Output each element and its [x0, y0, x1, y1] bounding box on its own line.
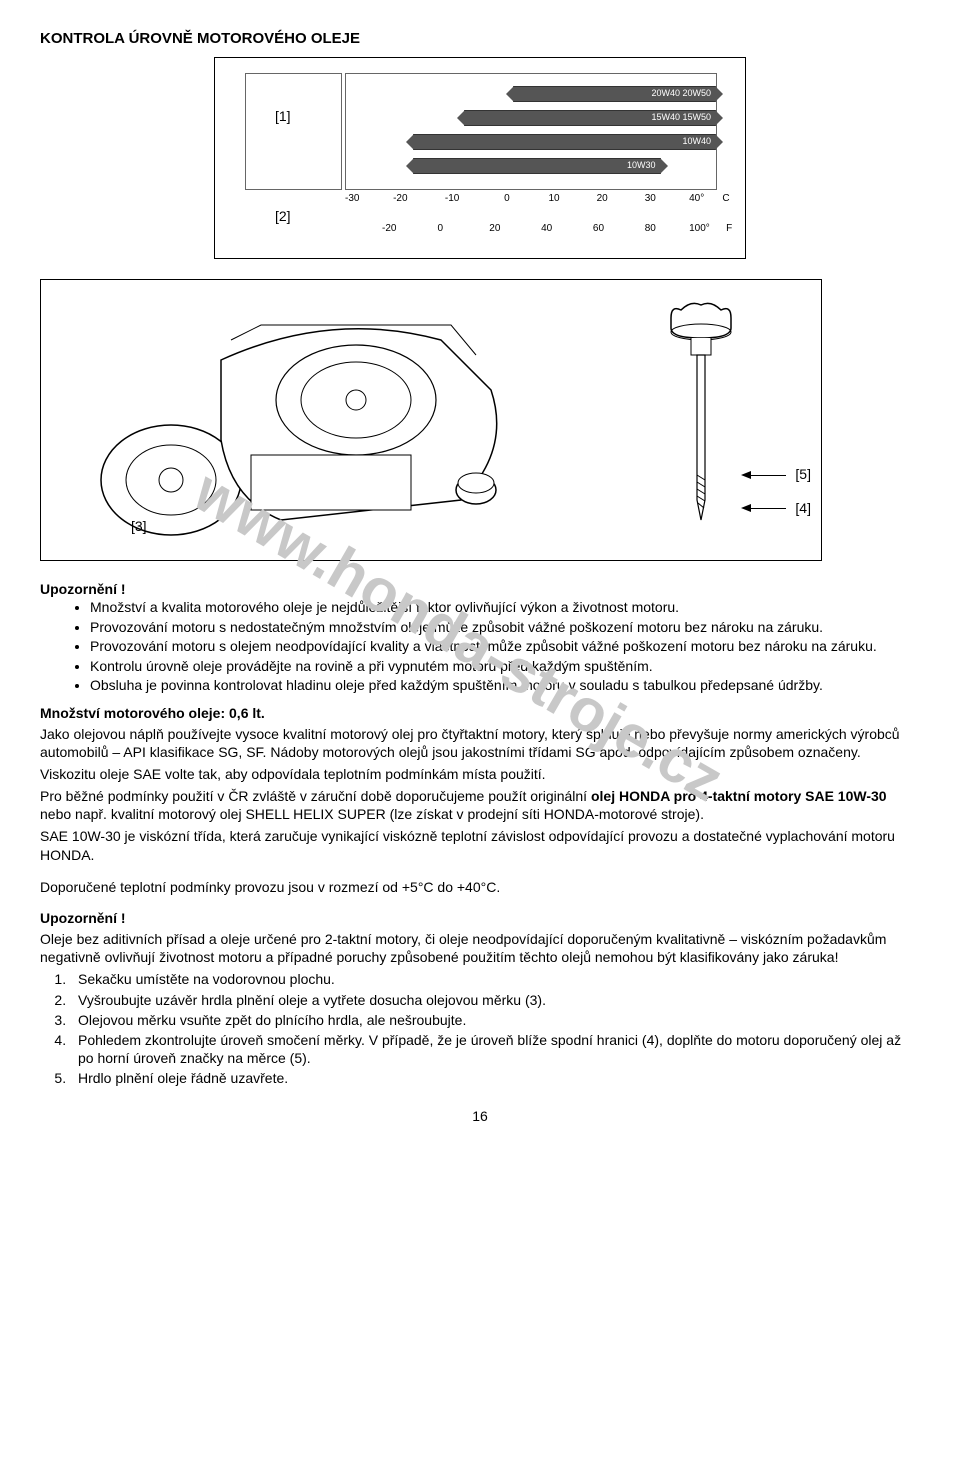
tick: 0: [504, 193, 510, 204]
page-number: 16: [40, 1108, 920, 1124]
oil-quantity-head: Množství motorového oleje: 0,6 lt.: [40, 705, 920, 721]
axis-celsius: -30 -20 -10 0 10 20 30 40° C: [345, 193, 715, 208]
tick: -10: [445, 193, 459, 204]
bar-label: 10W30: [627, 160, 656, 170]
tick: 60: [593, 223, 604, 234]
steps-list: Sekačku umístěte na vodorovnou plochu. V…: [40, 970, 920, 1087]
step: Pohledem zkontrolujte úroveň smočení měr…: [70, 1031, 920, 1067]
arrow-4: [751, 508, 786, 509]
paragraph: Jako olejovou náplň používejte vysoce kv…: [40, 725, 920, 761]
chart-plot-area: 20W40 20W50 15W40 15W50 10W40 10W30: [345, 73, 717, 190]
callout-4: [4]: [795, 500, 811, 516]
step: Olejovou měrku vsuňte zpět do plnícího h…: [70, 1011, 920, 1029]
paragraph: Viskozitu oleje SAE volte tak, aby odpov…: [40, 765, 920, 783]
warning-1-head: Upozornění !: [40, 581, 920, 597]
tick: 20: [489, 223, 500, 234]
marker-1-box: [245, 73, 342, 190]
axis-fahrenheit: -20 0 20 40 60 80 100° F: [345, 223, 715, 238]
warning-1-list: Množství a kvalita motorového oleje je n…: [40, 599, 920, 695]
step: Sekačku umístěte na vodorovnou plochu.: [70, 970, 920, 988]
arrow-head-5: [741, 471, 751, 479]
axis-unit: C: [722, 193, 729, 204]
page-title: KONTROLA ÚROVNĚ MOTOROVÉHO OLEJE: [40, 30, 920, 47]
callout-3: [3]: [131, 518, 147, 534]
warning-2-text: Oleje bez aditivních přísad a oleje urče…: [40, 930, 920, 966]
bar-label: 20W40 20W50: [651, 88, 711, 98]
tick: 40: [541, 223, 552, 234]
bar-20w40: 20W40 20W50: [513, 86, 717, 102]
tick: -20: [393, 193, 407, 204]
bar-label: 10W40: [682, 136, 711, 146]
paragraph: SAE 10W-30 je viskózní třída, která zaru…: [40, 827, 920, 863]
step: Vyšroubujte uzávěr hrdla plnění oleje a …: [70, 991, 920, 1009]
tick: 80: [645, 223, 656, 234]
bar-10w30: 10W30: [413, 158, 661, 174]
engine-svg: [81, 300, 581, 540]
bar-10w40: 10W40: [413, 134, 716, 150]
bullet: Obsluha je povinna kontrolovat hladinu o…: [90, 677, 920, 695]
tick: -30: [345, 193, 359, 204]
tick: 40°: [689, 193, 704, 204]
warning-2-head: Upozornění !: [40, 910, 920, 926]
arrow-head-4: [741, 504, 751, 512]
bullet: Množství a kvalita motorového oleje je n…: [90, 599, 920, 617]
callout-5: [5]: [795, 466, 811, 482]
bullet: Provozování motoru s nedostatečným množs…: [90, 619, 920, 637]
tick: 30: [645, 193, 656, 204]
viscosity-chart: [1] [2] 20W40 20W50 15W40 15W50 10W40 10…: [214, 57, 746, 259]
bar-label: 15W40 15W50: [651, 112, 711, 122]
dipstick-svg: [661, 300, 741, 530]
engine-illustration: [3] [5] [4]: [40, 279, 822, 561]
bullet: Kontrolu úrovně oleje provádějte na rovi…: [90, 658, 920, 676]
tick: 20: [597, 193, 608, 204]
tick: -20: [382, 223, 396, 234]
tick: 100°: [689, 223, 710, 234]
text: Pro běžné podmínky použití v ČR zvláště …: [40, 788, 591, 804]
step: Hrdlo plnění oleje řádně uzavřete.: [70, 1069, 920, 1087]
bullet: Provozování motoru s olejem neodpovídají…: [90, 638, 920, 656]
paragraph: Pro běžné podmínky použití v ČR zvláště …: [40, 787, 920, 823]
arrow-5: [751, 475, 786, 476]
axis-unit: F: [726, 223, 732, 234]
chart-marker-2: [2]: [275, 208, 291, 224]
text: nebo např. kvalitní motorový olej SHELL …: [40, 806, 704, 822]
bold-text: olej HONDA pro 4-taktní motory SAE 10W-3…: [591, 788, 887, 804]
tick: 10: [549, 193, 560, 204]
bar-15w40: 15W40 15W50: [464, 110, 716, 126]
paragraph: Doporučené teplotní podmínky provozu jso…: [40, 878, 920, 896]
tick: 0: [438, 223, 444, 234]
